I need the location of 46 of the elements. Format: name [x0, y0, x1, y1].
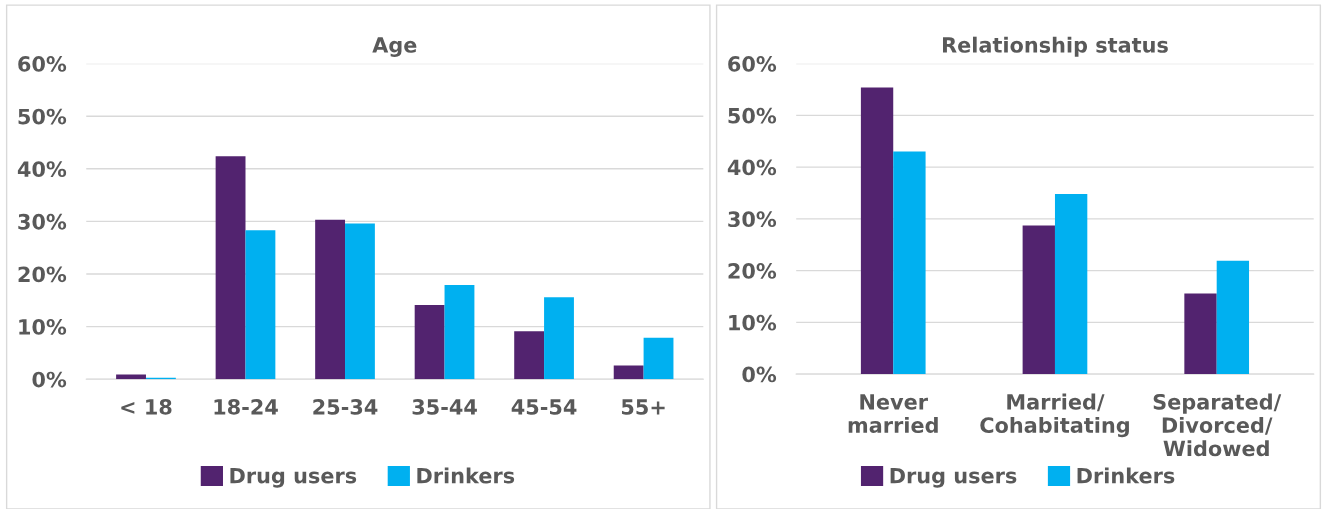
bar	[116, 374, 146, 380]
y-tick-label: 0%	[32, 371, 67, 388]
y-tick-label: 20%	[728, 263, 777, 279]
bar	[215, 156, 246, 380]
y-tick-label: 30%	[18, 213, 67, 230]
x-tick-label: Separated/ Divorced/ Widowed	[1153, 393, 1282, 457]
legend-label: Drug users	[230, 468, 357, 488]
bar	[643, 337, 674, 380]
bar	[1184, 293, 1217, 375]
y-tick-label: 20%	[18, 266, 67, 283]
bar	[315, 219, 346, 380]
y-tick-label: 40%	[727, 159, 777, 176]
x-tick-label: 25-34	[313, 399, 378, 415]
y-tick-label: 30%	[728, 211, 777, 228]
chart-title: Age	[372, 37, 417, 58]
bar	[893, 151, 926, 375]
bar	[1022, 225, 1055, 375]
legend-label: Drug users	[890, 468, 1017, 488]
y-tick-label: 10%	[729, 314, 777, 331]
y-tick-label: 50%	[18, 108, 67, 125]
bar	[544, 297, 574, 380]
bar	[860, 87, 894, 375]
legend-label: Drinkers	[1077, 467, 1175, 484]
x-tick-label: 35-44	[412, 399, 477, 415]
bar	[1054, 194, 1088, 375]
chart-title: Relationship status	[943, 36, 1168, 57]
y-tick-label: 60%	[728, 56, 777, 72]
x-tick-label: 18-24	[214, 399, 278, 415]
x-tick-label: Never married	[848, 394, 938, 434]
bar	[345, 223, 375, 380]
bar	[613, 365, 644, 380]
x-tick-label: < 18	[121, 399, 172, 415]
y-tick-label: 0%	[742, 366, 777, 383]
bar	[414, 305, 445, 380]
bar	[444, 285, 475, 380]
y-tick-label: 50%	[728, 107, 777, 124]
x-tick-label: Married/ Cohabitating	[980, 393, 1129, 438]
y-tick-label: 10%	[19, 319, 67, 335]
x-tick-label: 55+	[621, 399, 665, 415]
x-tick-label: 45-54	[511, 399, 577, 415]
bar	[1216, 260, 1250, 375]
bar	[245, 230, 276, 380]
y-tick-label: 40%	[17, 161, 67, 178]
legend-label: Drinkers	[417, 467, 515, 484]
bar	[514, 331, 545, 380]
y-tick-label: 60%	[18, 56, 67, 72]
